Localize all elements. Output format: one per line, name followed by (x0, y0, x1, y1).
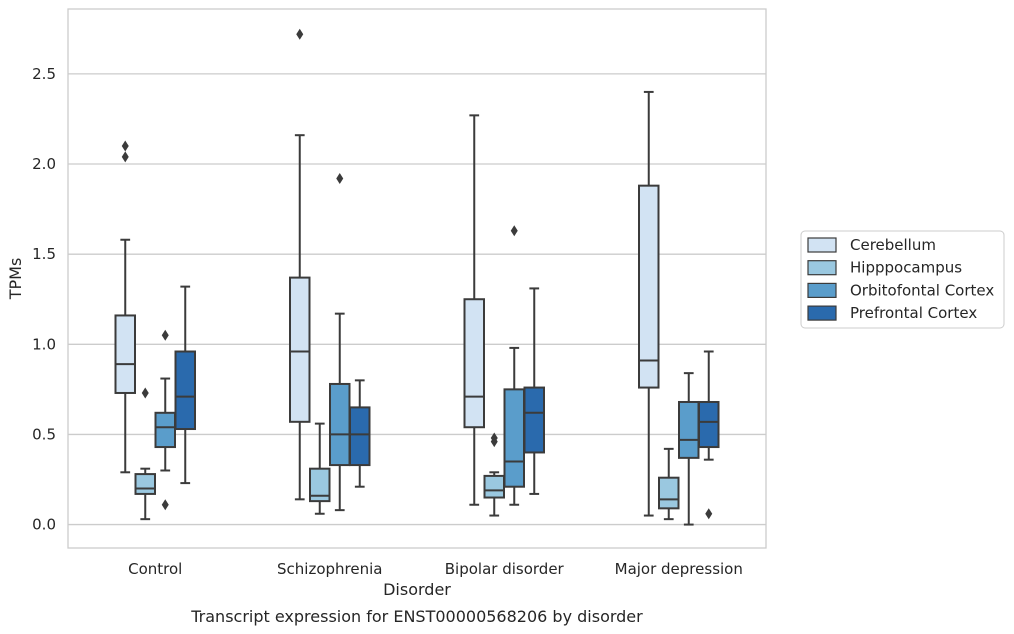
outlier-point (490, 432, 498, 444)
box-iqr (678, 400, 700, 459)
x-tick-label: Bipolar disorder (445, 560, 565, 578)
gridlines (68, 73, 766, 526)
box-group (463, 114, 485, 506)
legend-swatch (807, 237, 837, 253)
outlier-point (510, 225, 518, 237)
outlier-point (296, 28, 304, 40)
box-iqr (658, 476, 680, 510)
y-tick-label: 0.5 (32, 425, 56, 443)
x-tick-label: Control (128, 560, 182, 578)
box-group (349, 379, 371, 488)
box-iqr (523, 386, 545, 454)
box-group (154, 329, 176, 511)
outlier-point (141, 387, 149, 399)
box-group (289, 28, 311, 501)
box-group (134, 387, 156, 521)
x-tick-label: Major depression (615, 560, 743, 578)
outlier-point (336, 172, 344, 184)
box-iqr (483, 474, 505, 499)
box-iqr (503, 388, 525, 488)
box-group (174, 285, 196, 485)
box-iqr (289, 276, 311, 423)
legend-label: Cerebellum (850, 236, 936, 254)
x-tick-label: Schizophrenia (277, 560, 382, 578)
y-tick-label: 2.5 (32, 65, 56, 83)
x-axis-ticks: Control Schizophrenia Bipolar disorder Majo… (128, 560, 743, 578)
legend-label: Prefrontal Cortex (850, 304, 977, 322)
box-iqr (463, 298, 485, 429)
legend: Cerebellum Hipppocampus Orbitofontal Corte… (800, 230, 1005, 329)
box-group (678, 372, 700, 526)
box-group (329, 172, 351, 512)
box-group (483, 432, 505, 517)
outlier-point (161, 329, 169, 341)
box-iqr (349, 406, 371, 467)
legend-frame (800, 230, 1005, 329)
legend-swatch (807, 282, 837, 298)
outlier-point (121, 140, 129, 152)
legend-label: Hipppocampus (850, 259, 962, 277)
legend-label: Orbitofontal Cortex (850, 281, 994, 299)
outlier-point (705, 508, 713, 520)
y-tick-label: 0.0 (32, 516, 56, 534)
box-iqr (154, 411, 176, 449)
box-iqr (309, 467, 331, 503)
box-plots (114, 28, 720, 526)
box-iqr (134, 473, 156, 495)
box-iqr (114, 314, 136, 394)
y-axis-ticks: 0.0 0.5 1.0 1.5 2.0 2.5 (32, 65, 56, 534)
box-group (638, 90, 660, 517)
legend-swatch (807, 305, 837, 321)
chart-caption: Transcript expression for ENST0000056820… (190, 607, 643, 626)
outlier-point (161, 499, 169, 511)
box-iqr (174, 350, 196, 431)
box-group (309, 422, 331, 515)
box-group (503, 225, 525, 506)
box-group (523, 287, 545, 495)
box-group (698, 350, 720, 520)
outlier-point (121, 151, 129, 163)
box-iqr (698, 400, 720, 449)
y-tick-label: 2.0 (32, 155, 56, 173)
box-iqr (329, 382, 351, 467)
box-group (658, 447, 680, 521)
box-group (114, 140, 136, 474)
y-tick-label: 1.0 (32, 335, 56, 353)
legend-swatch (807, 260, 837, 276)
x-axis-label: Disorder (383, 580, 451, 599)
y-tick-label: 1.5 (32, 245, 56, 263)
y-axis-label: TPMs (6, 258, 25, 301)
box-iqr (638, 184, 660, 389)
plot-frame (67, 8, 767, 549)
